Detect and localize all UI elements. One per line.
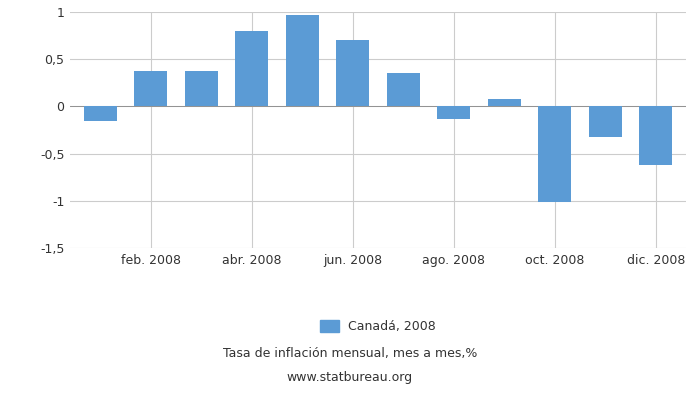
Text: www.statbureau.org: www.statbureau.org: [287, 372, 413, 384]
Bar: [538, 106, 571, 202]
Bar: [438, 106, 470, 119]
Bar: [589, 106, 622, 137]
Bar: [488, 99, 521, 106]
Legend: Canadá, 2008: Canadá, 2008: [320, 320, 436, 333]
Text: Tasa de inflación mensual, mes a mes,%: Tasa de inflación mensual, mes a mes,%: [223, 348, 477, 360]
Bar: [286, 15, 318, 106]
Bar: [134, 72, 167, 106]
Bar: [639, 106, 672, 165]
Bar: [387, 73, 420, 106]
Bar: [336, 40, 369, 106]
Bar: [185, 72, 218, 106]
Bar: [235, 31, 268, 106]
Bar: [84, 106, 117, 120]
